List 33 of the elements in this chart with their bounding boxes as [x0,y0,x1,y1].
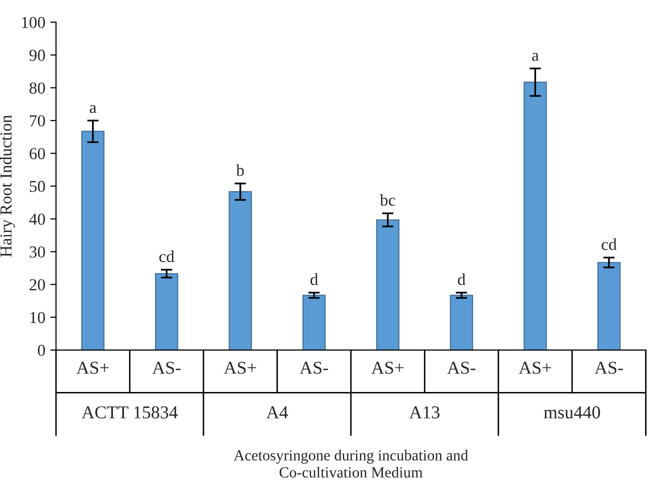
y-axis-title: Hairy Root Induction [0,115,16,257]
x-tick-label: AS- [300,362,328,374]
y-tick-label: 100 [22,16,45,28]
y-tick-label: 20 [30,279,45,290]
x-tick-label: AS- [447,362,476,374]
y-tick-label: 0 [38,344,45,356]
x-tick-label: AS+ [518,362,551,374]
data-label: a [90,105,96,113]
text: A4 [266,406,288,418]
text: ACTT 15834 [82,406,178,418]
y-tick-label: 60 [30,148,45,160]
x-tick-label: AS+ [76,362,109,374]
data-label: a [532,52,539,61]
y-tick-label: 50 [30,180,45,192]
data-label: b [236,164,244,176]
x-tick-label: AS+ [371,362,404,374]
data-label: cd [602,238,617,250]
y-tick-label: 10 [30,312,45,324]
text: A13 [409,406,440,418]
x-tick-label: AS- [594,362,623,374]
y-tick-label: 70 [30,115,45,126]
y-tick-label: 30 [30,246,45,258]
y-tick-label: 90 [29,50,45,61]
y-tick-label: 80 [30,82,45,94]
y-tick-label: 40 [29,214,45,225]
text: msu440 [544,406,600,418]
data-label: d [458,273,466,286]
x-tick-label: AS- [152,362,180,374]
x-axis-title: Acetosyringone during incubation and Co-cultivation Medium [234,450,468,478]
x-tick-label: AS+ [224,362,256,374]
data-label: d [310,273,318,286]
data-label: bc [380,194,396,206]
data-label: cd [159,250,174,262]
